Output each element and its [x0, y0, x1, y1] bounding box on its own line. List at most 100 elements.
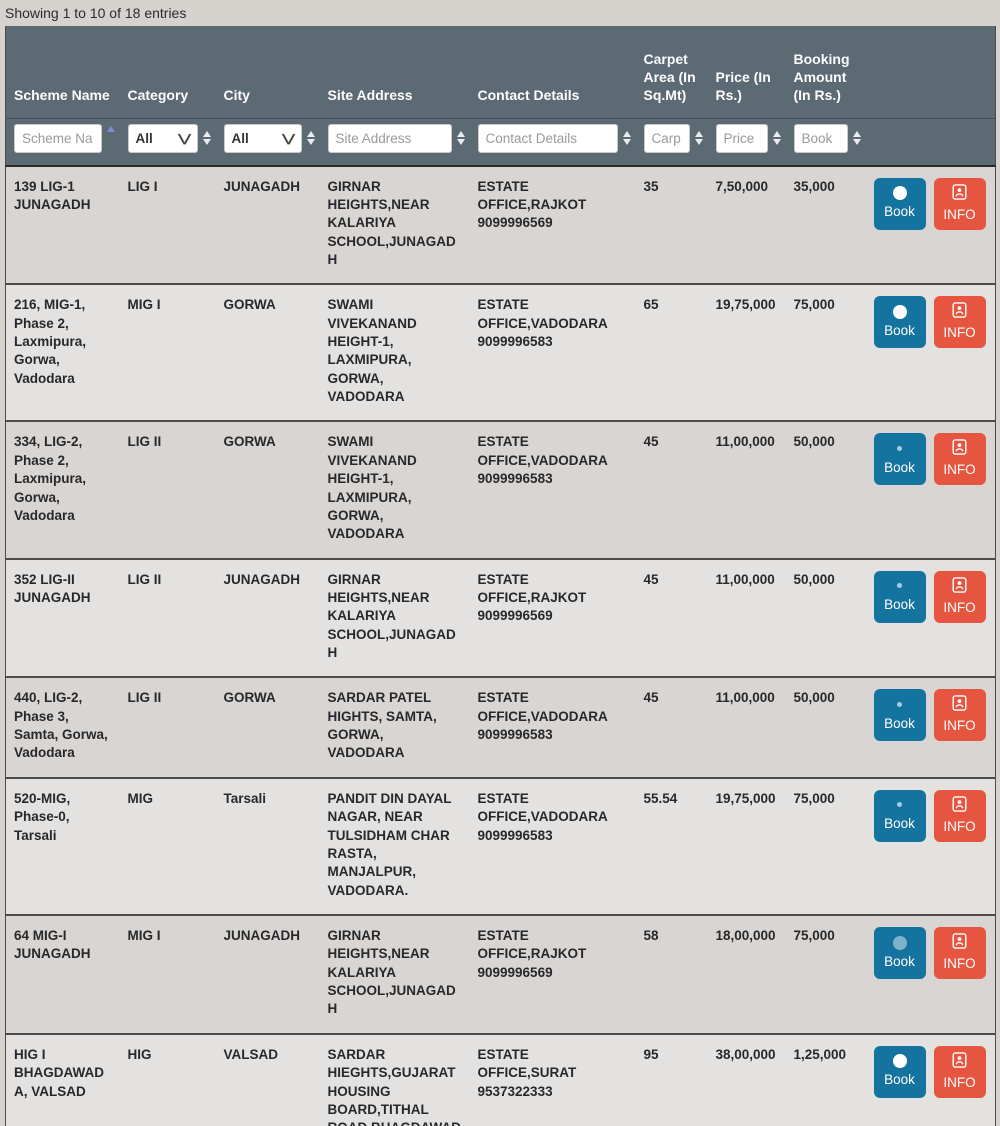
col-header-site-address[interactable]: Site Address: [319, 26, 470, 118]
carpet-area-cell: 35: [643, 178, 659, 194]
table-row: 139 LIG-1 JUNAGADH LIG I JUNAGADH GIRNAR…: [5, 165, 996, 285]
col-header-booking-amount[interactable]: Booking Amount (In Rs.): [785, 26, 866, 118]
price-cell: 7,50,000: [715, 178, 769, 194]
phone-number: 9099996583: [477, 471, 553, 487]
actions-cell: Book INFO: [866, 166, 996, 285]
info-button[interactable]: INFO: [933, 433, 986, 486]
book-button[interactable]: Book: [873, 1045, 926, 1098]
carpet-area-filter-input[interactable]: [643, 123, 690, 153]
sort-both-icon[interactable]: [306, 131, 316, 145]
actions-cell: Book INFO: [866, 778, 996, 915]
book-button[interactable]: Book: [873, 570, 926, 623]
col-header-scheme-name[interactable]: Scheme Name: [5, 26, 120, 118]
carpet-area-cell: 95: [643, 1046, 659, 1062]
carpet-area-cell: 55.54: [643, 790, 678, 806]
category-filter-select[interactable]: All ⋁: [127, 123, 198, 153]
price-cell: 11,00,000: [715, 690, 775, 706]
actions-cell: Book INFO: [866, 1034, 996, 1126]
col-header-category[interactable]: Category: [119, 26, 216, 118]
contact-details-cell: ESTATE OFFICE,VADODARA 9099996583: [470, 421, 636, 558]
info-button-label: INFO: [943, 206, 976, 222]
table-body: 139 LIG-1 JUNAGADH LIG I JUNAGADH GIRNAR…: [5, 165, 996, 1126]
info-button[interactable]: INFO: [933, 177, 986, 230]
book-button-label: Book: [884, 204, 915, 219]
sort-both-icon[interactable]: [202, 131, 212, 145]
city-filter-select[interactable]: All ⋁: [223, 123, 302, 153]
filter-row: All ⋁ All ⋁: [5, 117, 996, 166]
circle-icon: [897, 445, 902, 451]
site-address-filter-input[interactable]: [327, 123, 452, 153]
info-button[interactable]: INFO: [933, 296, 986, 349]
sort-both-icon[interactable]: [456, 131, 466, 145]
booking-amount-filter-input[interactable]: [793, 123, 848, 153]
actions-cell: Book INFO: [866, 559, 996, 678]
table-row: 334, LIG-2, Phase 2, Laxmipura, Gorwa, V…: [5, 421, 996, 559]
book-button[interactable]: Book: [873, 789, 926, 842]
col-header-contact-details[interactable]: Contact Details: [469, 26, 636, 118]
carpet-area-cell: 65: [643, 297, 659, 313]
col-header-price[interactable]: Price (In Rs.): [707, 26, 786, 118]
book-button[interactable]: Book: [873, 433, 926, 486]
book-button[interactable]: Book: [873, 689, 926, 742]
booking-amount-cell: 35,000: [793, 178, 835, 194]
sort-asc-icon[interactable]: [106, 125, 116, 132]
table-row: 520-MIG, Phase-0, Tarsali MIG Tarsali PA…: [5, 777, 996, 915]
contact-details-cell: ESTATE OFFICE,RAJKOT 9099996569: [470, 915, 636, 1034]
contact-details-cell: ESTATE OFFICE,VADODARA 9099996583: [470, 778, 636, 915]
booking-amount-cell: 50,000: [793, 434, 835, 450]
info-card-icon: [952, 302, 967, 321]
info-button[interactable]: INFO: [933, 789, 986, 842]
sort-both-icon[interactable]: [852, 131, 862, 145]
book-button[interactable]: Book: [873, 296, 926, 349]
scheme-name-cell: HIG I BHAGDAWADA, VALSAD: [14, 1046, 104, 1099]
phone-number: 9537322333: [477, 1083, 553, 1099]
category-cell: LIG II: [127, 690, 162, 706]
site-address-cell: GIRNAR HEIGHTS,NEAR KALARIYA SCHOOL,JUNA…: [327, 178, 456, 267]
col-header-carpet-area[interactable]: Carpet Area (In Sq.Mt): [635, 26, 708, 118]
site-address-cell: SWAMI VIVEKANAND HEIGHT-1, LAXMIPURA, GO…: [327, 297, 417, 405]
sort-both-icon[interactable]: [694, 131, 704, 145]
estate-office: ESTATE OFFICE,VADODARA: [477, 690, 608, 724]
phone-number: 9099996569: [477, 608, 553, 624]
price-cell: 38,00,000: [715, 1046, 776, 1062]
city-cell: GORWA: [223, 434, 276, 450]
book-button-label: Book: [884, 953, 915, 969]
scheme-name-cell: 440, LIG-2, Phase 3, Samta, Gorwa, Vadod…: [14, 690, 108, 761]
estate-office: ESTATE OFFICE,RAJKOT: [477, 928, 587, 962]
info-button[interactable]: INFO: [933, 570, 986, 623]
sort-both-icon[interactable]: [622, 131, 632, 145]
col-header-actions: [865, 26, 996, 118]
info-button[interactable]: INFO: [933, 689, 986, 742]
col-header-city[interactable]: City: [215, 26, 320, 118]
price-filter-input[interactable]: [715, 123, 768, 153]
price-cell: 18,00,000: [715, 928, 776, 943]
info-button[interactable]: INFO: [933, 927, 986, 979]
carpet-area-cell: 45: [643, 571, 659, 587]
booking-amount-cell: 50,000: [793, 571, 835, 587]
column-header-row: Scheme Name Category City Site Address C…: [5, 26, 996, 118]
city-cell: GORWA: [223, 297, 276, 313]
category-cell: LIG II: [127, 571, 162, 587]
category-cell: MIG I: [127, 297, 161, 313]
estate-office: ESTATE OFFICE,VADODARA: [477, 297, 608, 331]
table-row: 216, MIG-1, Phase 2, Laxmipura, Gorwa, V…: [5, 284, 996, 422]
phone-number: 9099996583: [477, 827, 553, 843]
info-button[interactable]: INFO: [933, 1045, 986, 1098]
estate-office: ESTATE OFFICE,VADODARA: [477, 434, 608, 468]
schemes-table: Scheme Name Category City Site Address C…: [5, 26, 996, 1126]
scheme-name-filter-input[interactable]: [14, 123, 102, 153]
contact-details-filter-input[interactable]: [477, 123, 618, 153]
book-button[interactable]: Book: [873, 927, 926, 979]
carpet-area-cell: 45: [643, 690, 659, 706]
booking-amount-cell: 75,000: [793, 297, 835, 313]
booking-amount-cell: 50,000: [793, 690, 835, 706]
circle-icon: [892, 935, 907, 950]
phone-number: 9099996569: [477, 964, 553, 980]
carpet-area-cell: 58: [643, 928, 659, 943]
book-button[interactable]: Book: [873, 177, 926, 230]
sort-both-icon[interactable]: [772, 131, 782, 145]
category-cell: HIG: [127, 1046, 152, 1062]
estate-office: ESTATE OFFICE,RAJKOT: [477, 178, 587, 212]
scheme-name-cell: 352 LIG-II JUNAGADH: [14, 571, 91, 605]
book-button-label: Book: [884, 322, 915, 338]
